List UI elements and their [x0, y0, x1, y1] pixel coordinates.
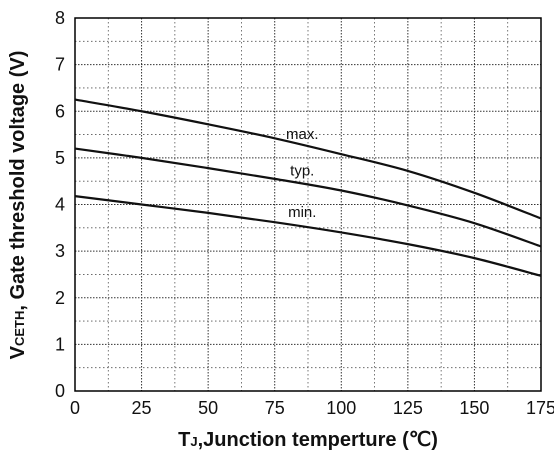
y-tick-label: 0: [55, 381, 65, 401]
series-label-max: max.: [286, 126, 319, 143]
y-tick-label: 3: [55, 241, 65, 261]
x-tick-label: 25: [132, 398, 152, 418]
plot-frame: [74, 17, 542, 392]
series-line-max: [74, 98, 542, 220]
x-tick-label: 75: [265, 398, 285, 418]
x-axis-title: TJ,Junction temperture (℃): [178, 429, 438, 451]
x-tick-labels: 0 25 50 75 100 125 150 175: [70, 398, 554, 418]
x-tick-label: 175: [526, 398, 554, 418]
y-tick-labels: 0 1 2 3 4 5 6 7 8: [55, 8, 65, 401]
y-tick-label: 5: [55, 148, 65, 168]
y-tick-label: 7: [55, 55, 65, 75]
y-tick-label: 6: [55, 101, 65, 121]
y-tick-label: 1: [55, 334, 65, 354]
series-label-typ: typ.: [290, 162, 314, 179]
series-line-min: [74, 195, 542, 277]
x-tick-label: 50: [198, 398, 218, 418]
series-label-min: min.: [288, 204, 316, 221]
x-tick-label: 125: [393, 398, 423, 418]
y-tick-label: 8: [55, 8, 65, 28]
x-tick-label: 100: [326, 398, 356, 418]
y-tick-label: 4: [55, 195, 65, 215]
y-axis-title: VCETH, Gate threshold voltage (V): [7, 51, 29, 360]
x-tick-label: 0: [70, 398, 80, 418]
series-line-typ: [74, 147, 542, 248]
x-tick-label: 150: [459, 398, 489, 418]
y-tick-label: 2: [55, 288, 65, 308]
series-group: max. typ. min.: [74, 98, 542, 277]
